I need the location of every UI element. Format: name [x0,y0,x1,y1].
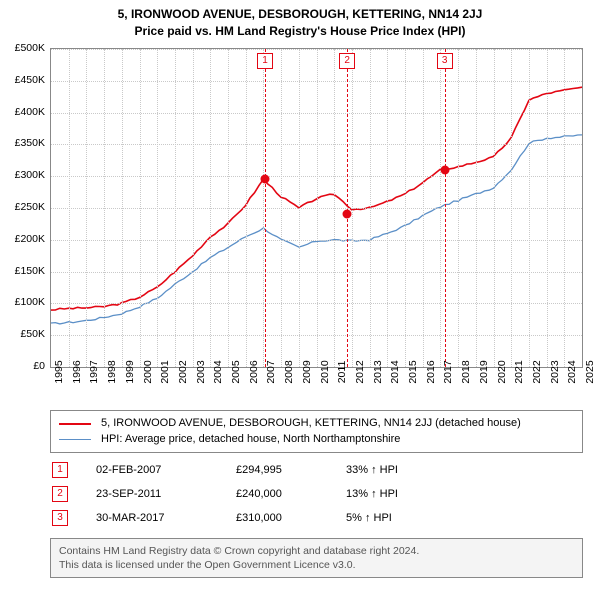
legend-label: HPI: Average price, detached house, Nort… [101,432,400,448]
x-tick-label: 2008 [283,360,295,383]
x-tick-label: 2004 [212,360,224,383]
sale-date: 23-SEP-2011 [96,488,236,500]
x-tick-label: 2020 [496,360,508,383]
x-tick-label: 2015 [407,360,419,383]
x-tick-label: 2010 [319,360,331,383]
sale-diff: 5% ↑ HPI [346,512,466,524]
sale-marker-line [347,49,348,367]
y-tick-label: £400K [15,106,45,118]
title-address: 5, IRONWOOD AVENUE, DESBOROUGH, KETTERIN… [0,6,600,23]
x-tick-label: 2006 [248,360,260,383]
x-tick-label: 2011 [336,361,348,384]
x-tick-label: 1998 [106,360,118,383]
sale-row: 2 23-SEP-2011£240,00013% ↑ HPI [50,482,583,506]
y-tick-label: £50K [20,328,45,340]
y-tick-label: £150K [15,265,45,277]
sale-marker-dot [260,175,269,184]
x-tick-label: 1999 [124,360,136,383]
sale-marker-box: 2 [339,53,355,69]
x-tick-label: 2021 [513,360,525,383]
sale-row: 1 02-FEB-2007£294,99533% ↑ HPI [50,458,583,482]
x-tick-label: 2000 [142,360,154,383]
attribution-footer: Contains HM Land Registry data © Crown c… [50,538,583,578]
x-tick-label: 2009 [301,360,313,383]
x-tick-label: 2003 [195,360,207,383]
legend-swatch [59,439,91,440]
sale-diff: 13% ↑ HPI [346,488,466,500]
y-tick-label: £0 [33,360,45,372]
x-tick-label: 2013 [372,360,384,383]
title-subtitle: Price paid vs. HM Land Registry's House … [0,23,600,40]
x-tick-label: 1995 [53,360,65,383]
x-tick-label: 1997 [88,360,100,383]
sale-price: £294,995 [236,464,346,476]
y-tick-label: £100K [15,296,45,308]
sale-price: £310,000 [236,512,346,524]
footer-line2: This data is licensed under the Open Gov… [59,558,574,572]
x-tick-label: 2019 [478,360,490,383]
y-tick-label: £450K [15,74,45,86]
sale-row: 3 30-MAR-2017£310,0005% ↑ HPI [50,506,583,530]
x-tick-label: 2018 [460,360,472,383]
x-tick-label: 2007 [265,360,277,383]
sale-row-marker: 1 [52,462,68,478]
x-tick-label: 2014 [389,360,401,383]
sale-marker-box: 3 [437,53,453,69]
sale-marker-dot [343,210,352,219]
x-tick-label: 2005 [230,360,242,383]
y-tick-label: £200K [15,233,45,245]
price-chart: 1 2 3 [50,48,583,368]
x-tick-label: 2001 [159,360,171,383]
x-tick-label: 2012 [354,360,366,383]
x-tick-label: 1996 [71,360,83,383]
legend: 5, IRONWOOD AVENUE, DESBOROUGH, KETTERIN… [50,410,583,453]
legend-label: 5, IRONWOOD AVENUE, DESBOROUGH, KETTERIN… [101,416,521,432]
x-tick-label: 2016 [425,360,437,383]
x-tick-label: 2017 [442,360,454,383]
sale-date: 02-FEB-2007 [96,464,236,476]
x-tick-label: 2022 [531,360,543,383]
y-tick-label: £300K [15,169,45,181]
legend-swatch [59,423,91,425]
sale-row-marker: 2 [52,486,68,502]
y-tick-label: £500K [15,42,45,54]
sale-marker-line [445,49,446,367]
x-tick-label: 2024 [566,360,578,383]
sales-table: 1 02-FEB-2007£294,99533% ↑ HPI 2 23-SEP-201… [50,458,583,530]
legend-row: HPI: Average price, detached house, Nort… [59,432,574,448]
sale-date: 30-MAR-2017 [96,512,236,524]
x-tick-label: 2023 [549,360,561,383]
sale-marker-box: 1 [257,53,273,69]
x-tick-label: 2025 [584,360,596,383]
legend-row: 5, IRONWOOD AVENUE, DESBOROUGH, KETTERIN… [59,416,574,432]
sale-row-marker: 3 [52,510,68,526]
y-tick-label: £250K [15,201,45,213]
sale-marker-line [265,49,266,367]
sale-diff: 33% ↑ HPI [346,464,466,476]
footer-line1: Contains HM Land Registry data © Crown c… [59,544,574,558]
x-tick-label: 2002 [177,360,189,383]
sale-marker-dot [440,165,449,174]
y-tick-label: £350K [15,137,45,149]
sale-price: £240,000 [236,488,346,500]
